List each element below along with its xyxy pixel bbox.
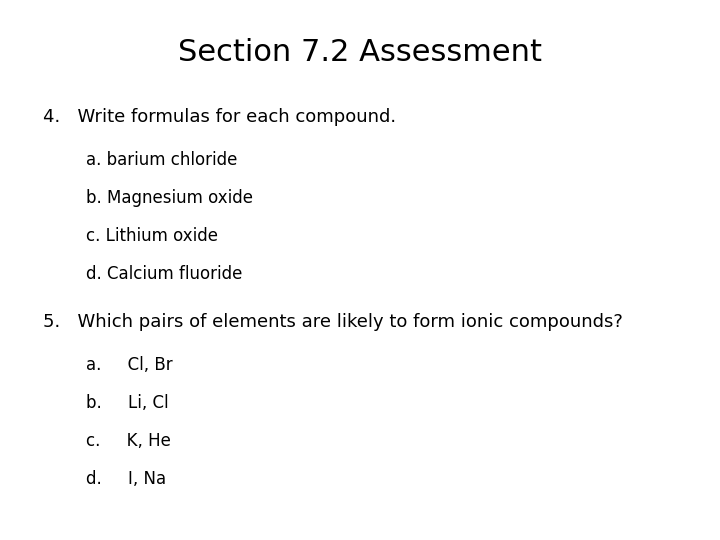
Text: 5.   Which pairs of elements are likely to form ionic compounds?: 5. Which pairs of elements are likely to… [43,313,623,331]
Text: d.     I, Na: d. I, Na [86,470,166,488]
Text: c. Lithium oxide: c. Lithium oxide [86,227,218,245]
Text: b.     Li, Cl: b. Li, Cl [86,394,169,412]
Text: c.     K, He: c. K, He [86,432,171,450]
Text: 4.   Write formulas for each compound.: 4. Write formulas for each compound. [43,108,396,126]
Text: a. barium chloride: a. barium chloride [86,151,238,169]
Text: d. Calcium fluoride: d. Calcium fluoride [86,265,243,282]
Text: Section 7.2 Assessment: Section 7.2 Assessment [178,38,542,67]
Text: b. Magnesium oxide: b. Magnesium oxide [86,189,253,207]
Text: a.     Cl, Br: a. Cl, Br [86,356,173,374]
